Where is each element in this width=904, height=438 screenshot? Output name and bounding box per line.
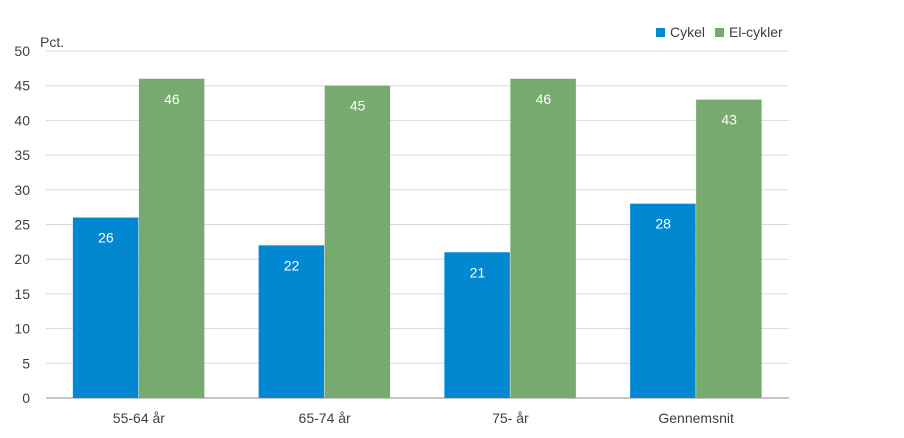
x-tick-label: Gennemsnit: [658, 410, 734, 426]
bars: 26 46 22 45 21 46 28 43: [72, 78, 762, 398]
legend-label-cykel: Cykel: [670, 24, 706, 40]
bar-el-cykler: [138, 78, 205, 398]
bar-cykel: [630, 203, 696, 398]
bar-el-cykler: [696, 99, 762, 398]
y-tick-label: 5: [22, 355, 30, 371]
legend-swatch-el-cykler: [715, 27, 725, 37]
legend-item-el-cykler: El-cykler: [715, 24, 783, 40]
bar-el-cykler: [324, 85, 391, 398]
x-axis: 55-64 år 65-74 år 75- år Gennemsnit: [113, 410, 734, 426]
y-tick-label: 0: [22, 390, 30, 406]
y-tick-label: 35: [14, 147, 30, 163]
y-tick-label: 50: [14, 43, 30, 59]
legend-label-el-cykler: El-cykler: [729, 24, 783, 40]
bar-cykel: [258, 245, 325, 398]
y-tick-label: 45: [14, 78, 30, 94]
y-tick-label: 10: [14, 321, 30, 337]
x-tick-label: 55-64 år: [113, 410, 165, 426]
y-tick-label: 15: [14, 286, 30, 302]
data-label: 21: [470, 264, 486, 280]
x-tick-label: 75- år: [492, 410, 529, 426]
data-label: 43: [721, 112, 737, 128]
bar-cykel: [72, 217, 139, 398]
x-tick-label: 65-74 år: [299, 410, 351, 426]
bar-cykel: [444, 252, 510, 398]
data-label: 46: [536, 91, 552, 107]
y-tick-label: 40: [14, 112, 30, 128]
y-tick-label: 25: [14, 217, 30, 233]
legend-swatch-cykel: [656, 27, 665, 37]
y-axis-label: Pct.: [40, 34, 64, 50]
y-axis: 0 5 10 15 20 25 30 35 40 45 50: [14, 43, 30, 406]
data-label: 26: [98, 230, 114, 246]
bar-el-cykler: [510, 78, 576, 398]
data-label: 46: [164, 91, 180, 107]
data-label: 45: [350, 98, 366, 114]
legend-item-cykel: Cykel: [656, 24, 705, 40]
legend: Cykel El-cykler: [656, 24, 793, 40]
data-label: 22: [284, 257, 300, 273]
y-tick-label: 30: [14, 182, 30, 198]
data-label: 28: [655, 216, 671, 232]
y-tick-label: 20: [14, 251, 30, 267]
